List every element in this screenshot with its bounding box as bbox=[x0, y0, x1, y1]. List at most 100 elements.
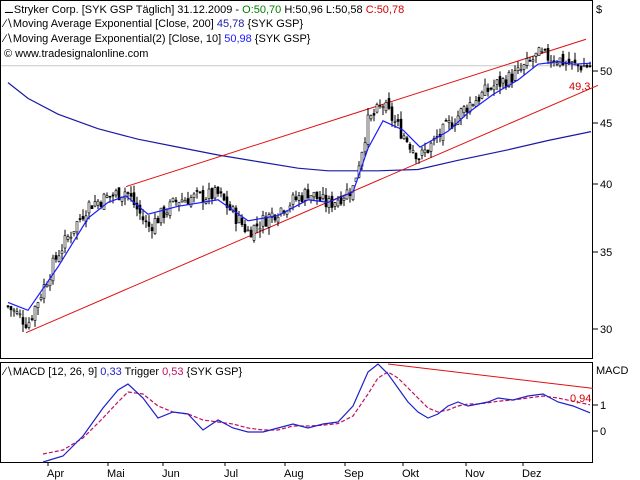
candle-body bbox=[213, 187, 217, 199]
candle-body bbox=[18, 313, 22, 316]
candle-body bbox=[237, 215, 241, 224]
candle-body bbox=[315, 191, 319, 199]
candle-body bbox=[522, 64, 526, 70]
candle-body bbox=[414, 152, 418, 160]
candle-body bbox=[165, 212, 169, 215]
candle-body bbox=[36, 302, 40, 308]
candle-body bbox=[45, 284, 49, 288]
candle-body bbox=[252, 224, 256, 241]
candle-body bbox=[201, 190, 205, 203]
candle-body bbox=[576, 64, 580, 67]
candle-body bbox=[99, 202, 103, 208]
candle-body bbox=[570, 61, 574, 64]
candle-body bbox=[456, 115, 460, 125]
candle-body bbox=[297, 195, 301, 201]
candle-body bbox=[102, 193, 106, 210]
macd-legend-icon: ∕∖ bbox=[1, 366, 13, 378]
candle-body bbox=[330, 195, 334, 208]
candle-body bbox=[294, 196, 298, 201]
legend-ema10-value: 50,98 bbox=[224, 33, 252, 45]
candle-body bbox=[492, 85, 496, 91]
candle-body bbox=[546, 48, 550, 61]
trendline-lower bbox=[25, 84, 599, 334]
macd-legend-line: ∕∖MACD [12, 26, 9] 0,33 Trigger 0,53 {SY… bbox=[1, 366, 243, 378]
candle-body bbox=[57, 255, 61, 262]
ema200-series bbox=[7, 82, 592, 172]
candle-body bbox=[27, 322, 31, 328]
candle-body bbox=[54, 255, 58, 260]
candle-body bbox=[198, 191, 202, 194]
month-label-nov: Nov bbox=[465, 468, 485, 480]
candle-body bbox=[258, 227, 262, 231]
candle-body bbox=[207, 188, 211, 199]
candle-body bbox=[300, 195, 304, 203]
legend-ema10-name: Moving Average Exponential(2) [Close, 10… bbox=[13, 33, 224, 45]
candle-body bbox=[267, 214, 271, 228]
candle-body bbox=[372, 113, 376, 116]
macd-series bbox=[42, 363, 594, 463]
candle-body bbox=[42, 284, 46, 299]
candle-body bbox=[189, 197, 193, 207]
candle-body bbox=[30, 318, 34, 320]
candle-body bbox=[327, 198, 331, 208]
candle-body bbox=[336, 199, 340, 207]
candle-body bbox=[459, 108, 463, 119]
candle-body bbox=[426, 149, 430, 153]
candle-body bbox=[303, 188, 307, 201]
candle-body bbox=[486, 87, 490, 92]
candle-body bbox=[219, 191, 223, 194]
candle-body bbox=[183, 200, 187, 203]
copyright-icon: © bbox=[4, 48, 15, 60]
legend-ema200-sym: {SYK GSP} bbox=[244, 18, 303, 30]
candle-body bbox=[579, 66, 583, 71]
candle-body bbox=[387, 98, 391, 109]
candle-body bbox=[333, 202, 337, 207]
candle-body bbox=[525, 58, 529, 66]
trendline-upper bbox=[125, 38, 587, 188]
candle-body bbox=[417, 158, 421, 161]
candle-body bbox=[477, 96, 481, 102]
candle-body bbox=[462, 106, 466, 113]
upper-channel-label: 49,3 bbox=[569, 81, 590, 93]
candle-body bbox=[21, 317, 25, 325]
candle-body bbox=[273, 214, 277, 221]
month-label-sep: Sep bbox=[344, 468, 364, 480]
candle-body bbox=[261, 215, 265, 227]
candle-body bbox=[402, 135, 406, 140]
candle-body bbox=[465, 107, 469, 113]
macd-legend-trigger-value: 0,53 bbox=[162, 366, 183, 378]
candle-body bbox=[378, 105, 382, 107]
candle-body bbox=[249, 229, 253, 238]
ema10-line bbox=[7, 60, 592, 312]
candle-body bbox=[195, 190, 199, 192]
candle-body bbox=[240, 217, 244, 225]
legend-ema10-icon: ∕∖ bbox=[1, 33, 13, 45]
candle-body bbox=[585, 64, 589, 68]
candle-body bbox=[105, 195, 109, 198]
price-panel bbox=[0, 0, 593, 359]
candle-body bbox=[141, 216, 145, 221]
candle-body bbox=[420, 149, 424, 156]
price-unit-label: $ bbox=[596, 4, 602, 16]
candle-body bbox=[63, 235, 67, 249]
candle-body bbox=[255, 223, 259, 227]
legend-url: www.tradesignalonline.com bbox=[14, 48, 148, 60]
candle-body bbox=[186, 198, 190, 205]
macd-legend-sym: {SYK GSP} bbox=[183, 366, 242, 378]
candle-body bbox=[147, 221, 151, 227]
legend-ema200-value: 45,78 bbox=[217, 18, 245, 30]
candle-body bbox=[75, 221, 79, 233]
candle-body bbox=[411, 150, 415, 153]
candle-body bbox=[561, 54, 565, 66]
candle-body bbox=[474, 100, 478, 107]
trendlines bbox=[25, 38, 599, 334]
candle-body bbox=[423, 149, 427, 154]
candle-body bbox=[162, 206, 166, 218]
legend-high-low: H:50,96 L:50,58 bbox=[281, 4, 365, 16]
candle-body bbox=[15, 311, 19, 314]
month-label-apr: Apr bbox=[47, 468, 64, 480]
candle-body bbox=[264, 216, 268, 227]
candle-body bbox=[510, 73, 514, 83]
candle-body bbox=[447, 120, 451, 123]
legend-instrument-icon: ⚊ bbox=[4, 4, 14, 16]
